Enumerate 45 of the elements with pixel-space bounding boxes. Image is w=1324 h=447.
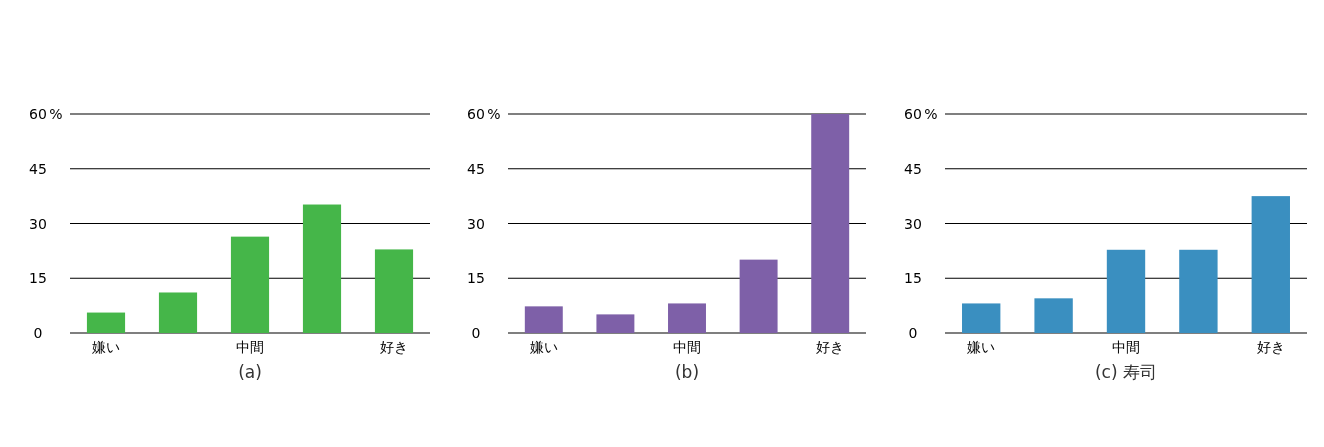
y-tick-label: 30 [904, 215, 922, 232]
x-tick-label: 好き [1256, 339, 1285, 355]
x-tick-label: 中間 [673, 339, 701, 355]
bar [158, 292, 198, 333]
y-tick-label: 0 [33, 325, 43, 341]
bar [1179, 249, 1218, 333]
y-tick-label: 60 [904, 106, 922, 122]
x-axis-title: (b) [674, 362, 700, 382]
y-tick-label: 30 [29, 215, 47, 232]
bar [811, 114, 850, 333]
x-axis-title: (c) 寿司 [1094, 362, 1158, 382]
x-tick-label: 嫌い [967, 339, 996, 355]
bar [1251, 196, 1290, 333]
y-tick-label: 45 [467, 160, 485, 177]
y-axis-title: % [924, 106, 938, 122]
y-tick-label: 15 [29, 270, 47, 287]
y-tick-label: 60 [29, 106, 47, 122]
bar [374, 249, 414, 333]
bar [86, 312, 126, 333]
y-axis-title: % [49, 106, 63, 122]
y-tick-label: 0 [908, 325, 918, 341]
bar [596, 314, 635, 333]
x-tick-label: 中間 [1112, 339, 1140, 355]
bar [739, 259, 778, 333]
y-tick-label: 30 [467, 215, 485, 232]
y-tick-label: 15 [904, 270, 922, 287]
y-tick-label: 0 [471, 325, 481, 341]
x-tick-label: 中間 [236, 339, 264, 355]
y-tick-label: 45 [29, 160, 47, 177]
bar [302, 204, 342, 333]
bar [230, 236, 270, 333]
x-tick-label: 好き [816, 339, 845, 355]
y-tick-label: 45 [904, 160, 922, 177]
x-tick-label: 嫌い [92, 339, 120, 355]
x-tick-label: 好き [380, 339, 408, 355]
bar [1034, 298, 1073, 333]
x-axis-title: (a) [238, 362, 262, 382]
bar [668, 303, 706, 333]
bar [1106, 249, 1146, 333]
y-tick-label: 15 [467, 270, 485, 287]
x-tick-label: 嫌い [529, 339, 558, 355]
bar [524, 306, 563, 333]
y-tick-label: 60 [467, 106, 485, 122]
y-axis-title: % [487, 106, 501, 122]
bar [962, 303, 1001, 333]
